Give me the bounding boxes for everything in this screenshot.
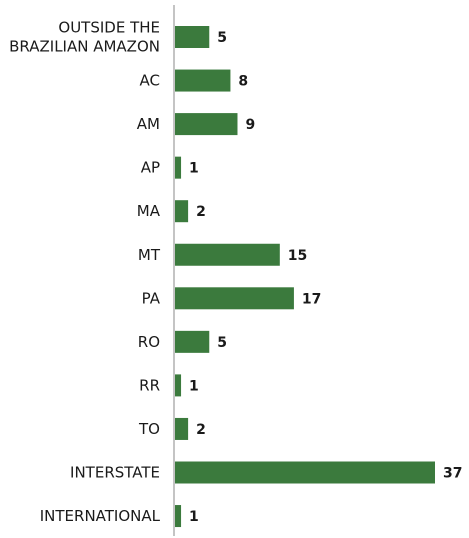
value-label: 15: [288, 248, 307, 264]
bar: [175, 417, 189, 440]
value-label: 9: [245, 117, 255, 133]
value-label: 2: [196, 204, 206, 220]
category-label: INTERNATIONAL: [40, 507, 161, 525]
bar: [175, 461, 435, 484]
category-label: OUTSIDE THE BRAZILIAN AMAZON: [9, 18, 160, 55]
category-label: PA: [142, 289, 161, 307]
value-label: 2: [196, 422, 206, 438]
value-label: 1: [189, 161, 199, 177]
bar: [175, 330, 210, 353]
category-label: TO: [138, 419, 160, 437]
category-label: AP: [141, 158, 160, 176]
value-label: 1: [189, 378, 199, 394]
category-label: MA: [137, 202, 161, 220]
value-label: 37: [443, 466, 462, 482]
bar: [175, 200, 189, 223]
category-label: RR: [139, 376, 160, 394]
value-label: 5: [217, 30, 227, 46]
value-label: 17: [302, 291, 321, 307]
value-label: 8: [238, 74, 248, 90]
bar: [175, 374, 182, 397]
category-label: INTERSTATE: [70, 463, 160, 481]
bar: [175, 113, 238, 136]
category-label: RO: [138, 332, 160, 350]
bar: [175, 69, 231, 92]
bar: [175, 26, 210, 48]
bar: [175, 156, 182, 179]
category-label: MT: [138, 245, 161, 263]
category-label: AM: [137, 115, 160, 133]
bar: [175, 505, 182, 528]
value-label: 5: [217, 335, 227, 351]
category-label: AC: [140, 71, 160, 89]
bar: [175, 243, 280, 266]
value-label: 1: [189, 509, 199, 525]
bar: [175, 287, 294, 310]
